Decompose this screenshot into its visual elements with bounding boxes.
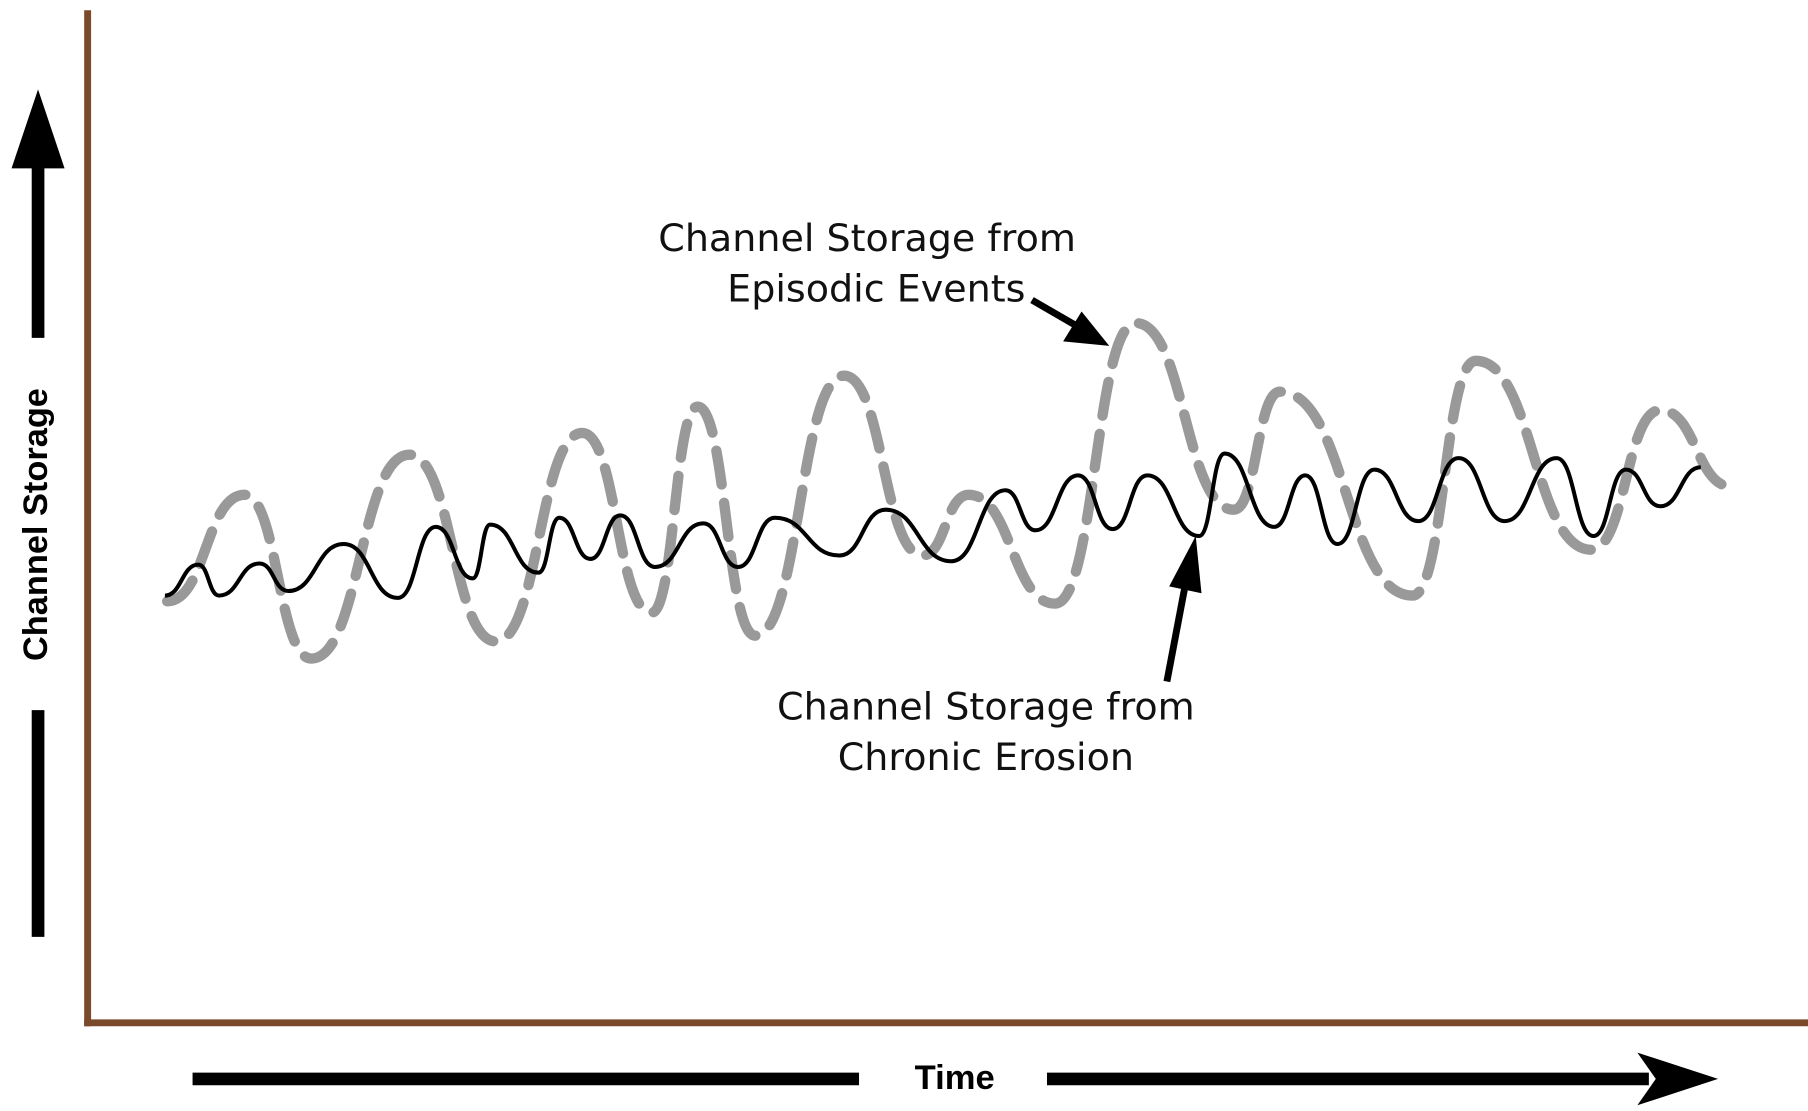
chronic-curve [164,451,1702,600]
annotation-arrow-head [1169,536,1202,594]
annotation-line: Episodic Events [727,267,1025,311]
x-axis-label: Time [915,1059,995,1097]
annotation-arrow-shaft [1030,297,1084,332]
y-arrow-head [11,89,65,169]
annotation-line: Chronic Erosion [838,735,1134,779]
y-axis-label: Channel Storage [17,388,55,661]
annotation-line: Channel Storage from [777,685,1195,729]
x-arrow-head [1637,1052,1719,1106]
annotation-line: Channel Storage from [658,216,1076,260]
annotation-arrow-shaft [1163,577,1190,683]
annotation-arrow-head [1063,311,1110,346]
episodic-curve [162,317,1738,664]
